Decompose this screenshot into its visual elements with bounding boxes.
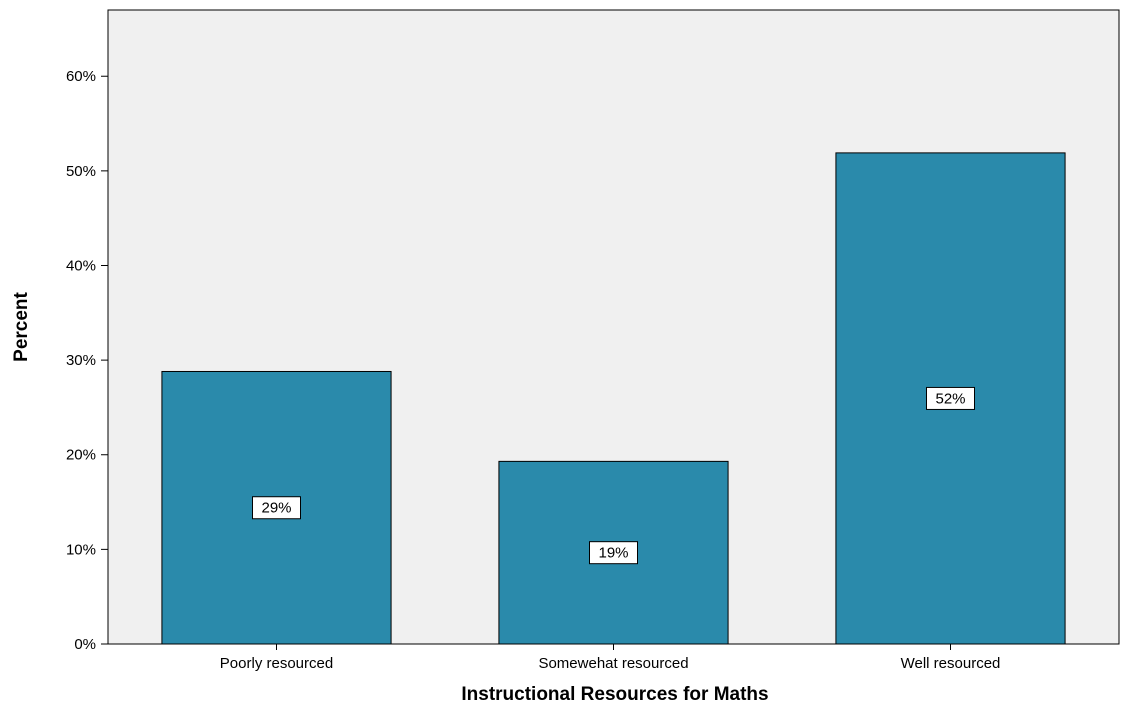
data-label: 52% — [935, 390, 965, 407]
x-tick-label: Somewehat resourced — [538, 655, 688, 672]
y-axis: 0% 10% 20% 30% 40% 50% 60% — [66, 68, 108, 653]
data-label-box — [926, 386, 975, 410]
y-tick-label: 60% — [66, 68, 96, 85]
y-tick-label: 50% — [66, 163, 96, 180]
data-label-box — [252, 496, 301, 520]
data-label-box — [589, 541, 638, 565]
x-axis: Poorly resourced Somewehat resourced Well … — [220, 644, 1001, 672]
bars: 29% 19% 52% — [161, 152, 1066, 645]
x-axis-title: Instructional Resources for Maths — [461, 684, 768, 705]
y-tick-label: 20% — [66, 447, 96, 464]
y-axis-title: Percent — [11, 291, 32, 361]
x-tick-label: Poorly resourced — [220, 655, 333, 672]
data-label: 29% — [261, 500, 291, 517]
y-tick-label: 10% — [66, 541, 96, 558]
y-tick-label: 30% — [66, 352, 96, 369]
x-tick-label: Well resourced — [901, 655, 1001, 672]
data-label: 19% — [598, 545, 628, 562]
y-tick-label: 40% — [66, 257, 96, 274]
y-tick-label: 0% — [74, 636, 96, 653]
